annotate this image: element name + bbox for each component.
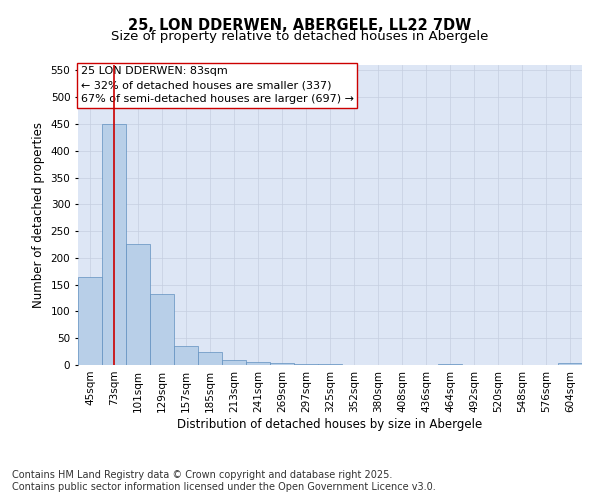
Text: 25 LON DDERWEN: 83sqm
← 32% of detached houses are smaller (337)
67% of semi-det: 25 LON DDERWEN: 83sqm ← 32% of detached … (80, 66, 353, 104)
Text: Contains public sector information licensed under the Open Government Licence v3: Contains public sector information licen… (12, 482, 436, 492)
Bar (150, 294, 174, 365)
Bar (318, 364, 342, 365)
Bar (294, 364, 318, 365)
Bar (126, 244, 150, 365)
Bar (102, 124, 126, 365)
Bar (270, 364, 294, 365)
Bar (198, 352, 222, 365)
X-axis label: Distribution of detached houses by size in Abergele: Distribution of detached houses by size … (178, 418, 482, 430)
Bar (174, 346, 198, 365)
Text: 25, LON DDERWEN, ABERGELE, LL22 7DW: 25, LON DDERWEN, ABERGELE, LL22 7DW (128, 18, 472, 32)
Bar (78, 276, 102, 365)
Y-axis label: Number of detached properties: Number of detached properties (32, 122, 45, 308)
Bar (222, 360, 246, 365)
Bar (558, 364, 582, 365)
Bar (438, 364, 462, 365)
Text: Contains HM Land Registry data © Crown copyright and database right 2025.: Contains HM Land Registry data © Crown c… (12, 470, 392, 480)
Bar (246, 362, 270, 365)
Text: Size of property relative to detached houses in Abergele: Size of property relative to detached ho… (112, 30, 488, 43)
